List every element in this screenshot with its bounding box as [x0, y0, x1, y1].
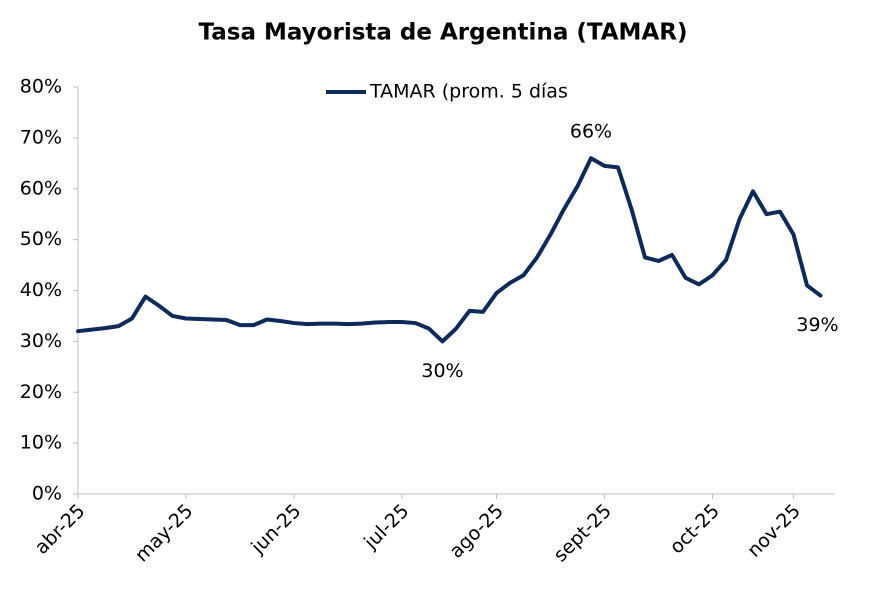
data-label: 66%: [570, 121, 612, 143]
x-tick-label: oct-25: [666, 500, 724, 558]
x-tick-label: nov-25: [743, 500, 805, 562]
y-tick-label: 0%: [32, 483, 62, 505]
y-tick-label: 20%: [20, 381, 62, 403]
x-tick-label: abr-25: [30, 500, 89, 559]
data-label: 39%: [796, 314, 838, 336]
legend-label: TAMAR (prom. 5 días: [369, 81, 568, 103]
y-tick-label: 30%: [20, 330, 62, 352]
x-tick-label: jul-25: [359, 500, 413, 554]
x-tick-label: ago-25: [445, 500, 508, 563]
x-tick-label: may-25: [131, 500, 198, 567]
x-tick-label: jun-25: [246, 500, 305, 559]
y-tick-label: 40%: [20, 279, 62, 301]
y-tick-label: 70%: [20, 126, 62, 148]
x-tick-label: sept-25: [549, 500, 616, 567]
y-tick-label: 80%: [20, 76, 62, 98]
y-tick-label: 60%: [20, 177, 62, 199]
y-tick-label: 50%: [20, 228, 62, 250]
line-series: [76, 156, 823, 344]
chart-title: Tasa Mayorista de Argentina (TAMAR): [199, 20, 688, 46]
y-tick-label: 10%: [20, 432, 62, 454]
data-label: 30%: [421, 360, 463, 382]
